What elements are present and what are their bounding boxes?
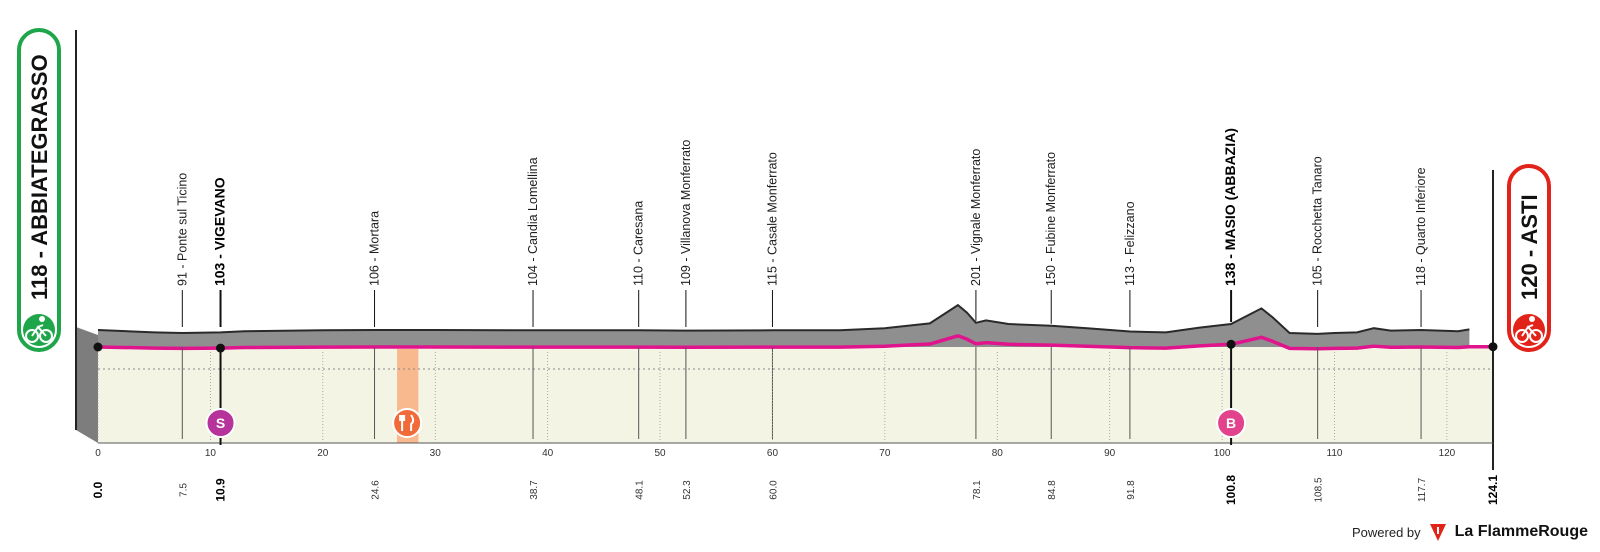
cyclist-icon — [25, 316, 53, 343]
frame — [31, 324, 47, 337]
km-label: 78.1 — [972, 480, 983, 500]
axis-tick-label: 100 — [1214, 448, 1231, 459]
km-label-layer: 0.0 7.5 10.9 24.6 38.7 48.1 52.3 60.0 78.1 84.8 91… — [91, 347, 1500, 505]
route-layer — [93, 334, 1498, 353]
location-label: 138 - MASIO (ABBAZIA) — [1222, 128, 1238, 286]
km-label: 91.8 — [1126, 480, 1137, 500]
location-label: 113 - Felizzano — [1123, 201, 1137, 286]
location-label: 105 - Rocchetta Tanaro — [1311, 156, 1325, 286]
frame — [1521, 324, 1537, 337]
base-layer — [76, 327, 1493, 443]
elevation-outline — [97, 303, 1470, 335]
axis-tick-label: 60 — [767, 448, 779, 459]
finish-dot — [1488, 342, 1498, 352]
base-band — [98, 347, 1493, 443]
km-label: 108.5 — [1314, 477, 1325, 502]
wheel — [25, 329, 39, 343]
grid-layer — [75, 30, 1494, 470]
start-badge: 118 - ABBIATEGRASSO — [17, 28, 61, 352]
axis-tick-label: 50 — [654, 448, 666, 459]
elevation-fill — [98, 305, 1470, 347]
axis-tick-layer: 0 10 20 30 40 50 60 70 80 90 100 110 120 — [95, 352, 1456, 459]
wheel — [1515, 329, 1529, 343]
sprint-badge-letter: S — [216, 415, 225, 431]
rider-head — [1529, 316, 1535, 322]
km-label: 10.9 — [214, 478, 228, 502]
axis-tick-label: 30 — [430, 448, 442, 459]
bonus-dot — [1226, 339, 1236, 349]
finish-badge: 120 - ASTI — [1507, 164, 1551, 352]
start-badge-label: 118 - ABBIATEGRASSO — [27, 54, 52, 300]
location-label: 201 - Vignale Monferrato — [969, 149, 983, 286]
location-label: 103 - VIGEVANO — [212, 177, 228, 286]
route-line — [97, 334, 1493, 351]
axis-tick-label: 70 — [879, 448, 891, 459]
km-label: 38.7 — [529, 480, 540, 500]
axis-tick-label: 0 — [95, 448, 101, 459]
axis-tick-label: 10 — [205, 448, 217, 459]
start-dot — [93, 342, 103, 352]
wheel — [1529, 329, 1543, 343]
km-label: 124.1 — [1486, 475, 1500, 505]
finish-badge-label: 120 - ASTI — [1517, 194, 1542, 300]
km-label: 52.3 — [682, 480, 693, 500]
sprint-badge — [205, 408, 236, 438]
bonus-badge-letter: B — [1226, 415, 1236, 431]
start-badge-icon-disc — [23, 314, 55, 346]
location-label: 109 - Villanova Monferrato — [679, 140, 693, 286]
fork-knife-shape — [399, 414, 415, 431]
location-layer: 91 - Ponte sul Ticino 103 - VIGEVANO 106 -… — [175, 128, 1428, 327]
bonus-badge — [1216, 408, 1247, 438]
axis-tick-label: 110 — [1327, 448, 1343, 459]
location-label: 106 - Mortara — [368, 211, 382, 286]
start-badge-frame — [17, 28, 61, 352]
brand-text: La FlammeRouge — [1454, 523, 1588, 540]
km-label: 100.8 — [1224, 475, 1238, 505]
start-wall — [76, 327, 98, 443]
km-label: 7.5 — [178, 483, 189, 497]
km-label: 48.1 — [635, 480, 646, 500]
axis-tick-label: 80 — [992, 448, 1004, 459]
feed-zone-icon — [399, 414, 415, 431]
axis-tick-label: 120 — [1439, 448, 1456, 459]
km-label: 24.6 — [371, 480, 382, 500]
powered-by-text: Powered by — [1351, 524, 1421, 540]
finish-badge-frame — [1507, 164, 1551, 352]
location-label: 118 - Quarto Inferiore — [1414, 167, 1428, 286]
location-label: 115 - Casale Monferrato — [765, 152, 779, 286]
km-label: 60.0 — [768, 480, 779, 500]
axis-tick-label: 90 — [1104, 448, 1116, 459]
km-label: 84.8 — [1047, 480, 1058, 500]
axis-tick-label: 40 — [542, 448, 554, 459]
location-label: 91 - Ponte sul Ticino — [175, 173, 189, 286]
flamme-rouge-logo-icon — [1429, 524, 1446, 541]
cyclist-icon — [1515, 316, 1543, 343]
footer: Powered by La FlammeRouge — [1352, 522, 1588, 542]
wheel — [39, 329, 53, 343]
location-label: 110 - Caresana — [632, 201, 646, 286]
feed-badge — [392, 408, 423, 438]
km-label: 117.7 — [1417, 477, 1428, 502]
start-finish-layer: 118 - ABBIATEGRASSO 120 - ASTI — [17, 28, 1551, 352]
location-label: 104 - Candia Lomellina — [526, 157, 540, 286]
axis-tick-label: 20 — [317, 448, 329, 459]
profile-layer — [97, 303, 1470, 347]
location-label: 150 - Fubine Monferrato — [1044, 152, 1058, 286]
rider-head — [39, 316, 45, 322]
finish-badge-icon-disc — [1513, 314, 1545, 346]
km-label: 0.0 — [91, 481, 105, 498]
